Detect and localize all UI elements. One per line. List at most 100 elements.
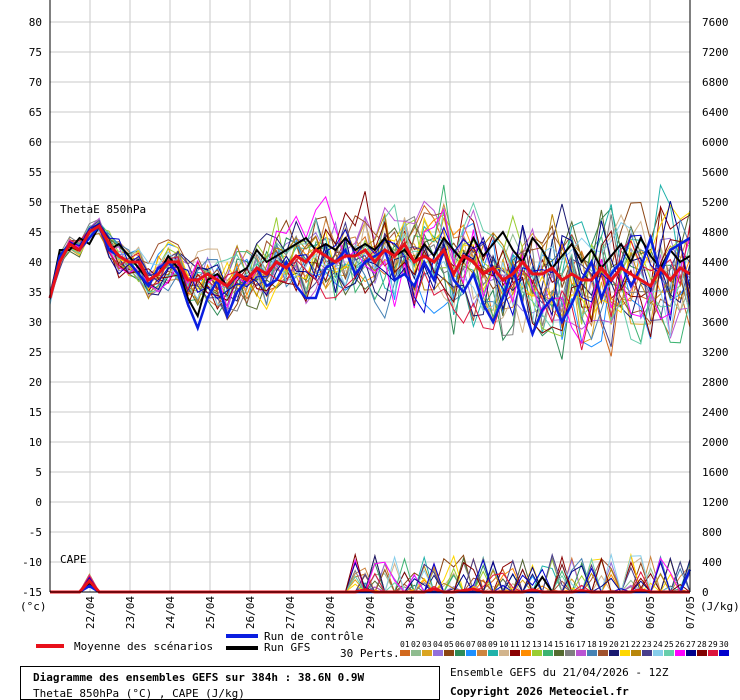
legend-gfs-swatch <box>226 646 258 650</box>
legend-control-swatch <box>226 634 258 638</box>
x-tick-label: 01/05 <box>444 596 457 629</box>
left-tick-label: -5 <box>29 526 42 539</box>
left-tick-label: 15 <box>29 406 42 419</box>
pert-legend-number: 17 <box>576 640 586 649</box>
pert-legend-number: 24 <box>653 640 663 649</box>
legend-mean-label: Moyenne des scénarios <box>74 640 214 653</box>
right-tick-label: 7200 <box>702 46 729 59</box>
pert-legend-swatch <box>631 650 641 656</box>
left-tick-label: -15 <box>22 586 42 599</box>
right-tick-label: 2400 <box>702 406 729 419</box>
pert-legend-number: 22 <box>631 640 641 649</box>
left-tick-label: 60 <box>29 136 42 149</box>
pert-line-20 <box>49 203 691 337</box>
left-tick-label: 20 <box>29 376 42 389</box>
pert-legend-swatch <box>609 650 619 656</box>
pert-legend-number: 18 <box>587 640 597 649</box>
legend-gfs-label: Run GFS <box>264 641 311 654</box>
pert-legend-swatch <box>653 650 663 656</box>
pert-line-18 <box>49 219 691 341</box>
info-title: Diagramme des ensembles GEFS sur 384h : … <box>33 671 365 684</box>
pert-legend-number: 25 <box>664 640 674 649</box>
right-tick-label: 1600 <box>702 466 729 479</box>
pert-legend-swatch <box>422 650 432 656</box>
info-subtitle: ThetaE 850hPa (°C) , CAPE (J/kg) <box>33 687 245 700</box>
pert-legend-swatch <box>708 650 718 656</box>
right-tick-label: 7600 <box>702 16 729 29</box>
left-tick-label: 70 <box>29 76 42 89</box>
pert-legend-number: 15 <box>554 640 564 649</box>
pert-legend-number: 09 <box>488 640 498 649</box>
left-tick-label: 65 <box>29 106 42 119</box>
right-tick-label: 400 <box>702 556 722 569</box>
right-tick-label: 5200 <box>702 196 729 209</box>
right-tick-label: 1200 <box>702 496 729 509</box>
pert-legend-number: 12 <box>521 640 531 649</box>
pert-legend-number: 19 <box>598 640 608 649</box>
legend-mean-swatch <box>36 644 64 648</box>
left-tick-label: 30 <box>29 316 42 329</box>
pert-legend-swatch <box>554 650 564 656</box>
right-tick-label: 4800 <box>702 226 729 239</box>
left-tick-label: 40 <box>29 256 42 269</box>
pert-legend-swatch <box>675 650 685 656</box>
right-tick-label: 800 <box>702 526 722 539</box>
right-tick-label: 4000 <box>702 286 729 299</box>
pert-legend-number: 21 <box>620 640 630 649</box>
right-tick-label: 2800 <box>702 376 729 389</box>
pert-legend-number: 30 <box>719 640 729 649</box>
pert-legend-swatch <box>587 650 597 656</box>
x-tick-label: 24/04 <box>164 596 177 629</box>
x-tick-label: 30/04 <box>404 596 417 629</box>
pert-legend-swatch <box>477 650 487 656</box>
left-tick-label: 10 <box>29 436 42 449</box>
pert-legend-swatch <box>444 650 454 656</box>
right-tick-label: 6000 <box>702 136 729 149</box>
pert-legend-number: 14 <box>543 640 553 649</box>
pert-legend-number: 06 <box>455 640 465 649</box>
right-unit-label: (J/kg) <box>700 600 740 613</box>
legend-perts-label: 30 Perts. <box>340 647 400 660</box>
pert-legend-swatch <box>400 650 410 656</box>
info-box: Diagramme des ensembles GEFS sur 384h : … <box>20 666 440 700</box>
pert-legend-swatch <box>686 650 696 656</box>
pert-legend-number: 16 <box>565 640 575 649</box>
left-tick-label: 35 <box>29 286 42 299</box>
left-unit-label: (°c) <box>20 600 47 613</box>
pert-legend-number: 05 <box>444 640 454 649</box>
pert-line-26 <box>49 195 691 345</box>
ensemble-run-label: Ensemble GEFS du 21/04/2026 - 12Z <box>450 666 669 679</box>
pert-legend-number: 04 <box>433 640 443 649</box>
copyright-label: Copyright 2026 Meteociel.fr <box>450 685 629 698</box>
pert-legend-swatch <box>499 650 509 656</box>
pert-legend-swatch <box>576 650 586 656</box>
x-tick-label: 05/05 <box>604 596 617 629</box>
pert-legend-swatch <box>455 650 465 656</box>
legend-control-label: Run de contrôle <box>264 630 364 643</box>
left-tick-label: 0 <box>35 496 42 509</box>
x-tick-label: 07/05 <box>684 596 697 629</box>
left-tick-label: 45 <box>29 226 42 239</box>
x-tick-label: 06/05 <box>644 596 657 629</box>
pert-legend-swatch <box>565 650 575 656</box>
x-tick-label: 26/04 <box>244 596 257 629</box>
pert-line-30 <box>49 222 691 321</box>
right-tick-label: 2000 <box>702 436 729 449</box>
x-tick-label: 23/04 <box>124 596 137 629</box>
pert-legend-number: 13 <box>532 640 542 649</box>
pert-legend-swatch <box>411 650 421 656</box>
x-tick-label: 02/05 <box>484 596 497 629</box>
pert-legend-swatch <box>488 650 498 656</box>
pert-legend-number: 02 <box>411 640 421 649</box>
left-tick-label: 5 <box>35 466 42 479</box>
left-tick-label: 55 <box>29 166 42 179</box>
pert-legend-number: 20 <box>609 640 619 649</box>
pert-legend-number: 28 <box>697 640 707 649</box>
pert-legend-swatch <box>532 650 542 656</box>
pert-legend-number: 10 <box>499 640 509 649</box>
cape-annotation: CAPE <box>60 553 87 566</box>
left-tick-label: -10 <box>22 556 42 569</box>
right-tick-label: 3600 <box>702 316 729 329</box>
